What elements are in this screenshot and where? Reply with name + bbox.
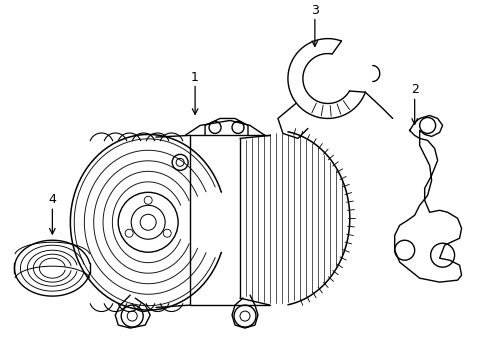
- Text: 2: 2: [410, 84, 418, 96]
- Text: 3: 3: [310, 4, 318, 17]
- Text: 4: 4: [48, 193, 56, 206]
- Text: 1: 1: [191, 71, 199, 84]
